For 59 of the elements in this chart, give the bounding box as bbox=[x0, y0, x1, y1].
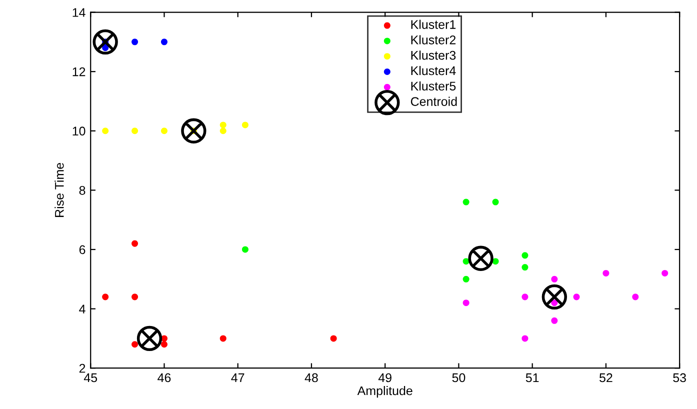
point bbox=[522, 335, 528, 342]
point bbox=[551, 276, 558, 282]
point bbox=[551, 300, 558, 306]
y-tick-label: 6 bbox=[79, 245, 86, 254]
point bbox=[102, 294, 109, 300]
point bbox=[573, 294, 580, 300]
point bbox=[462, 258, 470, 265]
point bbox=[522, 294, 528, 300]
point bbox=[551, 317, 558, 324]
x-tick-label: 48 bbox=[304, 373, 318, 382]
x-tick-label: 45 bbox=[84, 373, 98, 382]
y-tick-label: 8 bbox=[79, 186, 86, 195]
point bbox=[242, 122, 248, 128]
x-tick-label: 51 bbox=[526, 373, 539, 382]
point bbox=[492, 198, 499, 206]
point bbox=[522, 252, 528, 259]
x-tick-label: 53 bbox=[673, 373, 686, 382]
x-tick-label: 50 bbox=[452, 373, 466, 382]
legend-label: Kluster1 bbox=[411, 20, 456, 29]
point bbox=[220, 335, 226, 342]
point bbox=[132, 128, 138, 134]
point bbox=[462, 300, 470, 306]
point bbox=[132, 38, 138, 46]
point bbox=[160, 335, 168, 342]
point bbox=[160, 128, 168, 134]
point bbox=[160, 341, 168, 348]
point bbox=[220, 128, 226, 134]
point bbox=[102, 44, 109, 52]
point bbox=[220, 122, 226, 128]
y-tick-label: 14 bbox=[72, 8, 86, 17]
legend-label: Centroid bbox=[410, 96, 457, 106]
y-tick-label: 2 bbox=[79, 364, 86, 373]
point bbox=[132, 240, 138, 247]
legend-label: Kluster4 bbox=[411, 66, 456, 76]
x-tick-label: 49 bbox=[378, 373, 392, 382]
point bbox=[662, 270, 668, 276]
x-axis-title: Amplitude bbox=[357, 386, 412, 398]
point bbox=[602, 270, 610, 276]
point bbox=[632, 294, 639, 300]
y-tick-label: 12 bbox=[72, 67, 86, 76]
point bbox=[132, 294, 138, 300]
x-tick-label: 52 bbox=[600, 373, 612, 382]
point bbox=[462, 276, 470, 282]
point bbox=[522, 264, 528, 271]
legend-label: Kluster2 bbox=[411, 35, 456, 44]
point bbox=[492, 258, 499, 265]
x-tick-label: 47 bbox=[231, 373, 244, 382]
point bbox=[160, 38, 168, 46]
point bbox=[330, 335, 337, 342]
legend-label: Kluster5 bbox=[411, 81, 456, 91]
y-axis-title: Rise Time bbox=[54, 162, 64, 217]
x-tick-label: 46 bbox=[158, 373, 171, 382]
y-tick-label: 4 bbox=[79, 304, 86, 314]
legend-label: Kluster3 bbox=[411, 50, 456, 60]
point bbox=[102, 128, 109, 134]
point bbox=[132, 341, 138, 348]
point bbox=[462, 198, 470, 206]
point bbox=[242, 246, 248, 253]
y-tick-label: 10 bbox=[72, 126, 86, 136]
